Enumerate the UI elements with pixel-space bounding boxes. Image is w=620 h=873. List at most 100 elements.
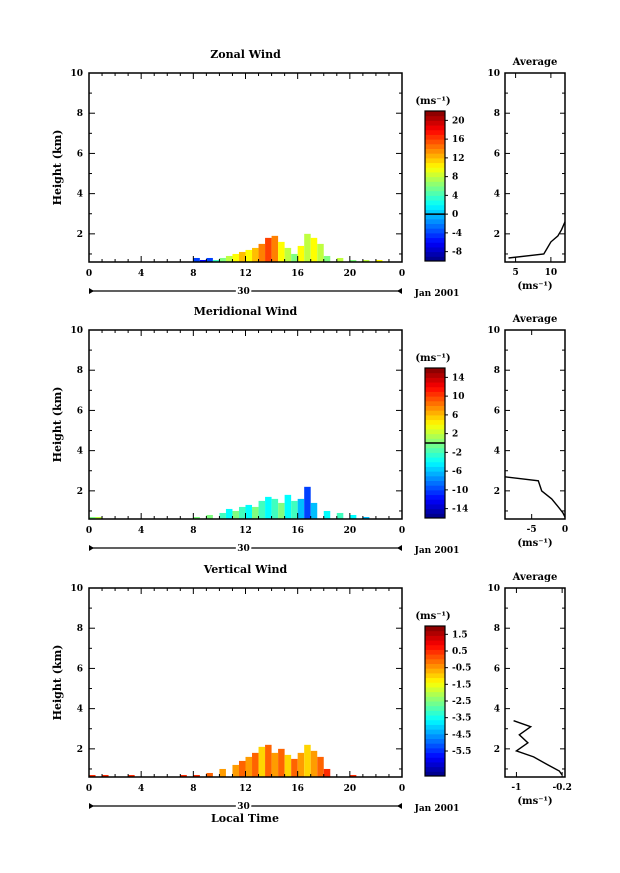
chart-2-cell-9 xyxy=(252,506,259,519)
chart-2-profile-ytick-label: 2 xyxy=(494,487,500,497)
chart-1-colorbar-swatch xyxy=(425,237,445,243)
chart-1-colorbar-swatch xyxy=(425,120,445,126)
chart-3-profile-ytick-label: 10 xyxy=(487,584,500,594)
chart-2-profile-frame xyxy=(504,329,566,520)
chart-2-xtick-label: 4 xyxy=(138,526,144,536)
chart-2-day-bar-start-arrow xyxy=(89,545,94,551)
chart-1-colorbar-swatch xyxy=(425,195,445,201)
chart-1-colorbar-swatch xyxy=(425,186,445,192)
chart-1-day-label: 30 xyxy=(237,287,250,297)
chart-1-cell-1 xyxy=(199,259,207,262)
chart-3-cell-13 xyxy=(271,752,279,777)
chart-2-colorbar-label: -6 xyxy=(452,467,462,477)
chart-2-profile-xlabel: (ms⁻¹) xyxy=(517,538,552,549)
chart-3-cell-12 xyxy=(265,744,272,777)
chart-3-cell-7 xyxy=(232,764,239,777)
chart-2-cell-1 xyxy=(95,516,103,519)
chart-1-xtick-label: 20 xyxy=(344,269,357,279)
chart-1-colorbar-swatch xyxy=(425,200,445,206)
chart-2-colorbar-swatch xyxy=(425,447,445,453)
chart-2-colorbar-swatch xyxy=(425,475,445,481)
chart-1-cell-5 xyxy=(225,255,233,262)
chart-2-profile-ytick-label: 10 xyxy=(487,326,500,336)
chart-1-colorbar-label: -8 xyxy=(452,248,462,258)
chart-2-cell-14 xyxy=(284,494,292,519)
chart-1-title: Zonal Wind xyxy=(210,48,281,61)
chart-1-cell-12 xyxy=(271,235,279,262)
chart-1-cell-21 xyxy=(336,257,344,262)
chart-3-ytick-label: 10 xyxy=(70,584,83,594)
chart-3-colorbar-label: -1.5 xyxy=(452,680,471,690)
chart-1-profile-title: Average xyxy=(512,57,558,68)
chart-1-profile-ytick-label: 2 xyxy=(494,230,500,240)
chart-1-cell-3 xyxy=(212,259,220,262)
chart-3-xtick-label: 4 xyxy=(138,784,144,794)
chart-1-cell-9 xyxy=(252,247,259,262)
chart-3-ytick-label: 8 xyxy=(77,624,83,634)
chart-2-cell-6 xyxy=(232,510,239,519)
chart-1-colorbar-label: 16 xyxy=(452,135,465,145)
chart-3-xtick-label: 12 xyxy=(239,784,252,794)
chart-2-colorbar-swatch xyxy=(425,396,445,402)
chart-2-title: Meridional Wind xyxy=(194,305,298,318)
chart-3-frame xyxy=(88,587,403,778)
chart-1-cell-15 xyxy=(291,253,298,262)
chart-2-cell-22 xyxy=(362,516,370,519)
chart-1-xtick-label: 8 xyxy=(190,269,196,279)
chart-2-cell-13 xyxy=(278,502,285,519)
chart-3-colorbar-swatch xyxy=(425,710,445,716)
chart-3-colorbar-swatch xyxy=(425,649,445,655)
chart-3-cell-21 xyxy=(323,768,331,777)
chart-2-colorbar-swatch xyxy=(425,405,445,411)
chart-1-colorbar-label: 20 xyxy=(452,116,465,126)
chart-1-colorbar-label: 8 xyxy=(452,173,458,183)
chart-1-colorbar-swatch xyxy=(425,111,445,117)
chart-1-colorbar-swatch xyxy=(425,171,445,178)
chart-1-colorbar-swatch xyxy=(425,176,445,182)
chart-1-ytick-label: 8 xyxy=(77,109,83,119)
local-time-label: Local Time xyxy=(211,812,279,825)
chart-2-ytick-label: 2 xyxy=(77,487,83,497)
chart-3-profile-line xyxy=(513,720,563,776)
chart-1-xtick-label: 12 xyxy=(239,269,252,279)
chart-1-colorbar-swatch xyxy=(425,242,445,248)
chart-3-colorbar-swatch xyxy=(425,686,445,693)
chart-2-cell-0 xyxy=(89,516,96,519)
chart-3-cell-20 xyxy=(317,756,324,777)
chart-1-colorbar-swatch xyxy=(425,129,445,135)
chart-2-colorbar-swatch xyxy=(425,443,445,449)
chart-1-colorbar-swatch xyxy=(425,204,445,210)
chart-3-ylabel: Height (km) xyxy=(51,645,64,721)
chart-1-colorbar-label: 12 xyxy=(452,154,465,164)
chart-1-cell-19 xyxy=(317,243,324,262)
chart-1-cell-8 xyxy=(245,249,253,262)
chart-3-colorbar-swatch xyxy=(425,644,445,650)
chart-1-colorbar-swatch xyxy=(425,232,445,239)
chart-2-colorbar-swatch xyxy=(425,419,445,425)
chart-1-cell-2 xyxy=(206,257,213,262)
chart-2-colorbar-label: 2 xyxy=(452,430,458,440)
chart-1-xtick-label: 16 xyxy=(291,269,304,279)
chart-2-profile-ytick-label: 4 xyxy=(494,447,500,457)
chart-3-colorbar-swatch xyxy=(425,757,445,763)
chart-3-colorbar-swatch xyxy=(425,626,445,632)
chart-3-cell-9 xyxy=(245,756,253,777)
chart-3-title: Vertical Wind xyxy=(203,563,288,576)
chart-2-profile-xtick-label: -5 xyxy=(527,525,537,535)
chart-3-colorbar-swatch xyxy=(425,747,445,754)
chart-1-ytick-label: 2 xyxy=(77,230,83,240)
chart-1-cell-10 xyxy=(258,243,266,262)
chart-1-colorbar-swatch xyxy=(425,218,445,224)
chart-3-cell-14 xyxy=(278,748,285,777)
chart-3-cell-5 xyxy=(206,772,213,777)
chart-1-colorbar-swatch xyxy=(425,209,445,215)
chart-1-colorbar-swatch xyxy=(425,125,445,131)
chart-1-profile-xtick-label: 5 xyxy=(512,268,518,278)
chart-3-colorbar-swatch xyxy=(425,752,445,758)
chart-2-cell-20 xyxy=(336,512,344,519)
chart-2-colorbar-label: -14 xyxy=(452,505,468,515)
chart-2-profile-line xyxy=(504,476,566,518)
chart-3-cell-6 xyxy=(219,768,226,777)
chart-1-day-bar-end-arrow xyxy=(397,288,402,294)
chart-2-colorbar-swatch xyxy=(425,489,445,496)
